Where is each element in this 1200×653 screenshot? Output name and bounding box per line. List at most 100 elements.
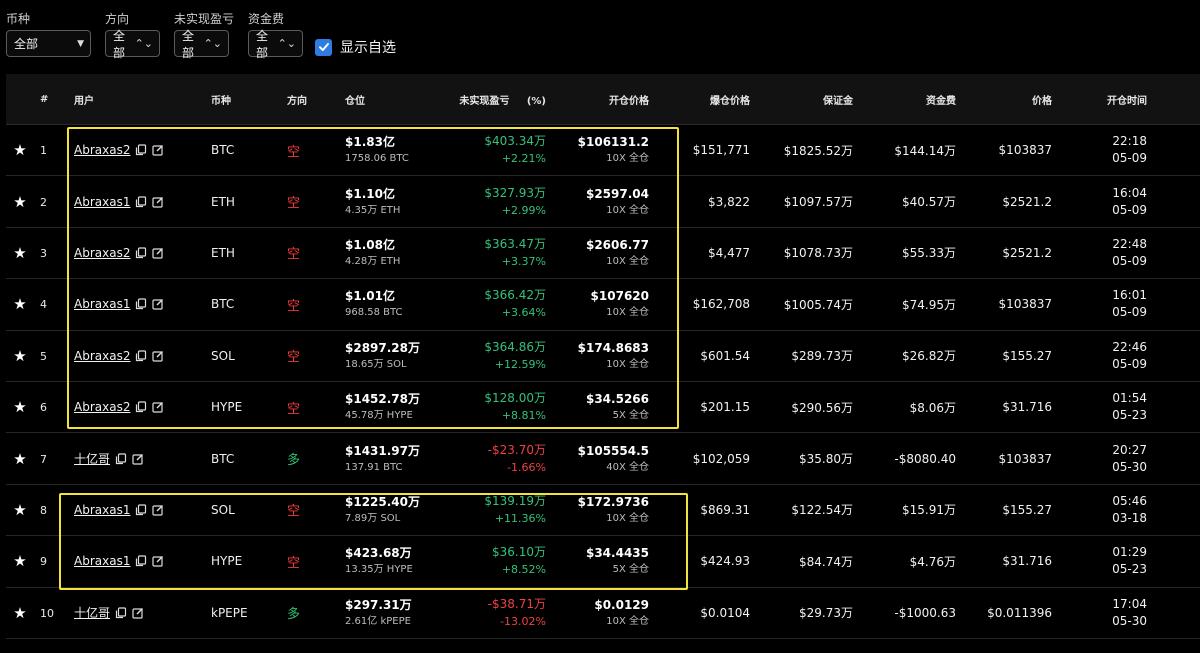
user-link[interactable]: 十亿哥 [74,452,111,467]
edit-icon[interactable] [132,453,144,465]
user-link[interactable]: Abraxas2 [74,143,131,158]
copy-icon[interactable] [135,555,147,567]
coin-symbol: HYPE [211,554,243,569]
copy-icon[interactable] [135,504,147,516]
current-price: $155.27 [1002,348,1052,363]
user-cell: Abraxas2 [74,349,211,363]
edit-icon[interactable] [152,350,164,362]
header-pnl[interactable]: 未实现盈亏 (%) [430,92,546,107]
favorite-star-icon[interactable]: ★ [13,398,27,417]
liq-price: $3,822 [708,194,750,209]
funding-filter-label: 资金费 [248,12,285,26]
coin-symbol: BTC [211,297,235,312]
coin-symbol: SOL [211,348,235,363]
copy-icon[interactable] [135,247,147,259]
user-link[interactable]: Abraxas1 [74,502,131,517]
copy-icon[interactable] [135,144,147,156]
pnl-cell: $364.86万 +12.59% [430,339,546,373]
favorite-star-icon[interactable]: ★ [13,192,27,211]
funding-select-value: 全部 [256,28,269,60]
open-time: 05:46 [1112,493,1147,508]
current-price: $31.716 [1002,554,1052,569]
copy-icon[interactable] [135,298,147,310]
edit-icon[interactable] [152,401,164,413]
row-number: 9 [40,555,47,569]
table-row: ★ 2 Abraxas1 ETH 空 $1.10亿 4.35万 ETH $327… [6,176,1200,228]
user-link[interactable]: Abraxas2 [74,400,131,415]
copy-icon[interactable] [115,452,127,465]
pnl-select[interactable]: 全部 ⌃⌄ [174,29,229,60]
copy-icon[interactable] [135,350,147,362]
show-watchlist-checkbox[interactable] [315,38,333,56]
open-date: 05-23 [1112,562,1147,577]
user-link[interactable]: Abraxas2 [74,245,131,260]
edit-icon[interactable] [152,298,164,310]
copy-icon[interactable] [135,401,147,413]
position-value: $297.31万 [345,597,412,612]
header-position[interactable]: 仓位 [345,95,365,107]
margin: $35.80万 [799,452,853,467]
pnl-value: $403.34万 [484,134,546,149]
pnl-percent: +2.21% [501,152,546,166]
coin-select[interactable]: 全部 ▼ [6,30,91,57]
user-cell: Abraxas1 [74,503,211,517]
show-watchlist-label: 显示自选 [340,40,397,56]
open-price: $34.4435 [585,546,649,561]
user-link[interactable]: Abraxas1 [74,554,131,569]
header-margin[interactable]: 保证金 [823,95,853,107]
favorite-star-icon[interactable]: ★ [13,449,27,468]
user-link[interactable]: 十亿哥 [74,606,111,621]
open-time-cell: 01:54 05-23 [1052,390,1147,424]
favorite-star-icon[interactable]: ★ [13,500,27,519]
row-number: 8 [40,503,47,517]
margin: $29.73万 [799,606,853,621]
header-open-time[interactable]: 开仓时间 [1107,95,1147,107]
position-cell: $1225.40万 7.89万 SOL [345,494,430,526]
liq-price: $0.0104 [700,605,750,620]
position-cell: $1.10亿 4.35万 ETH [345,186,430,218]
user-link[interactable]: Abraxas1 [74,297,131,312]
favorite-star-icon[interactable]: ★ [13,141,27,160]
current-price: $103837 [998,451,1052,466]
header-open-price[interactable]: 开仓价格 [609,95,649,107]
updown-chevron-icon: ⌃⌄ [277,37,297,50]
edit-icon[interactable] [152,144,164,156]
favorite-star-icon[interactable]: ★ [13,243,27,262]
liq-price: $162,708 [692,297,750,312]
edit-icon[interactable] [152,196,164,208]
open-price-cell: $172.9736 10X 全仓 [546,494,649,526]
copy-icon[interactable] [115,607,127,619]
leverage: 5X 全仓 [612,564,649,576]
liq-price: $201.15 [700,400,750,415]
edit-icon[interactable] [132,607,144,619]
margin: $289.73万 [791,349,853,364]
edit-icon[interactable] [152,555,164,567]
header-funding[interactable]: 资金费 [926,95,956,107]
coin-symbol: SOL [211,502,235,517]
table-header: # 用户 币种 方向 仓位 未实现盈亏 (%) 开仓价格 爆仓价格 保证金 资金… [6,74,1200,125]
user-link[interactable]: Abraxas1 [74,194,131,209]
header-pnl-pct: (%) [526,95,546,107]
open-date: 05-23 [1112,408,1147,423]
edit-icon[interactable] [152,504,164,516]
leverage: 10X 全仓 [606,615,649,627]
table-row: ★ 6 Abraxas2 HYPE 空 $1452.78万 45.78万 HYP… [6,382,1200,434]
user-link[interactable]: Abraxas2 [74,348,131,363]
favorite-star-icon[interactable]: ★ [13,552,27,571]
show-watchlist-toggle[interactable]: 显示自选 [315,37,396,57]
funding-fee: $8.06万 [909,400,956,415]
margin: $1005.74万 [783,297,853,312]
coin-symbol: ETH [211,245,235,260]
copy-icon[interactable] [135,195,147,208]
direction-select[interactable]: 全部 ⌃⌄ [105,29,160,60]
favorite-star-icon[interactable]: ★ [13,295,27,314]
user-cell: Abraxas1 [74,297,211,311]
favorite-star-icon[interactable]: ★ [13,603,27,622]
funding-select[interactable]: 全部 ⌃⌄ [248,29,304,60]
header-liq-price[interactable]: 爆仓价格 [710,95,750,107]
favorite-star-icon[interactable]: ★ [13,346,27,365]
open-price: $172.9736 [577,494,649,509]
edit-icon[interactable] [152,247,164,259]
open-time: 20:27 [1112,442,1147,457]
margin: $84.74万 [799,554,853,569]
